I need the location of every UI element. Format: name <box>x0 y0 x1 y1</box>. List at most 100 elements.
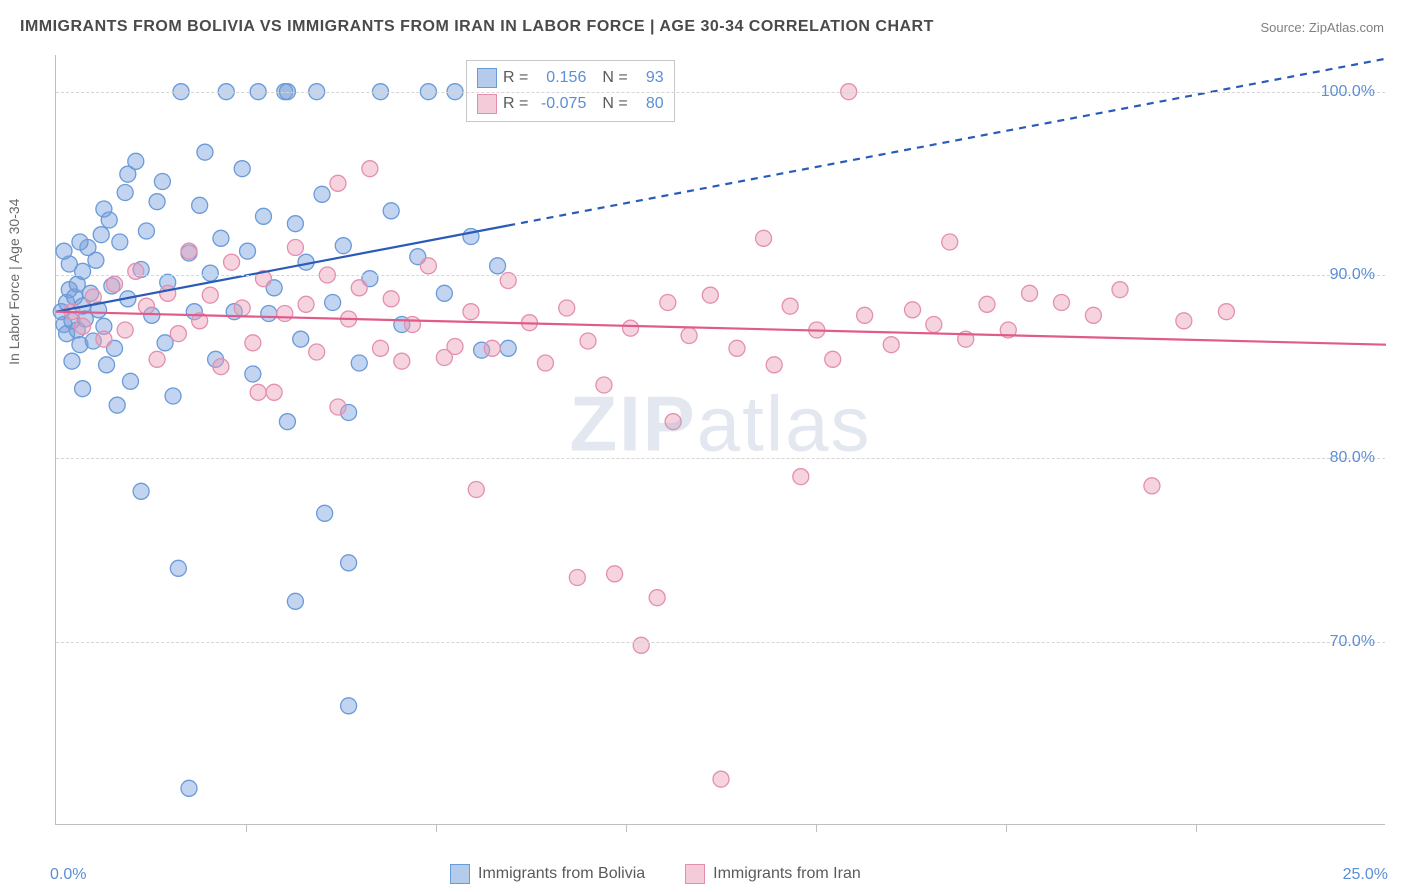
legend-swatch <box>477 68 497 88</box>
data-point <box>122 373 138 389</box>
y-tick-label: 70.0% <box>1330 633 1375 651</box>
data-point <box>88 252 104 268</box>
data-point <box>224 254 240 270</box>
data-point <box>665 414 681 430</box>
data-point <box>117 185 133 201</box>
data-point <box>325 295 341 311</box>
data-point <box>202 287 218 303</box>
data-point <box>245 366 261 382</box>
data-point <box>729 340 745 356</box>
data-point <box>825 351 841 367</box>
legend-item: Immigrants from Iran <box>685 864 861 884</box>
n-label: N = <box>602 95 627 113</box>
data-point <box>309 344 325 360</box>
data-point <box>250 384 266 400</box>
x-minor-tick <box>1196 824 1197 832</box>
r-value: -0.075 <box>534 95 586 113</box>
data-point <box>782 298 798 314</box>
legend-swatch <box>685 864 705 884</box>
data-point <box>93 227 109 243</box>
data-point <box>293 331 309 347</box>
legend-row: R = 0.156 N = 93 <box>477 65 664 91</box>
data-point <box>96 331 112 347</box>
data-point <box>383 203 399 219</box>
data-point <box>330 399 346 415</box>
data-point <box>181 243 197 259</box>
data-point <box>234 161 250 177</box>
data-point <box>596 377 612 393</box>
gridline-horizontal <box>56 458 1385 459</box>
data-point <box>255 208 271 224</box>
data-point <box>905 302 921 318</box>
data-point <box>107 276 123 292</box>
data-point <box>793 469 809 485</box>
chart-title: IMMIGRANTS FROM BOLIVIA VS IMMIGRANTS FR… <box>20 18 934 36</box>
x-minor-tick <box>1006 824 1007 832</box>
data-point <box>213 230 229 246</box>
r-label: R = <box>503 69 528 87</box>
data-point <box>202 265 218 281</box>
n-value: 93 <box>634 69 664 87</box>
data-point <box>245 335 261 351</box>
r-value: 0.156 <box>534 69 586 87</box>
data-point <box>1022 285 1038 301</box>
data-point <box>287 216 303 232</box>
data-point <box>420 258 436 274</box>
data-point <box>394 353 410 369</box>
data-point <box>351 280 367 296</box>
x-tick-min: 0.0% <box>50 866 86 884</box>
data-point <box>330 175 346 191</box>
data-point <box>197 144 213 160</box>
y-tick-label: 100.0% <box>1321 83 1375 101</box>
n-label: N = <box>602 69 627 87</box>
data-point <box>979 296 995 312</box>
y-axis-label: In Labor Force | Age 30-34 <box>6 199 22 365</box>
data-point <box>99 357 115 373</box>
data-point <box>138 223 154 239</box>
data-point <box>317 505 333 521</box>
data-point <box>1053 295 1069 311</box>
x-minor-tick <box>436 824 437 832</box>
data-point <box>607 566 623 582</box>
data-point <box>149 351 165 367</box>
data-point <box>154 174 170 190</box>
source-label: Source: ZipAtlas.com <box>1260 20 1384 35</box>
data-point <box>1085 307 1101 323</box>
data-point <box>857 307 873 323</box>
data-point <box>623 320 639 336</box>
data-point <box>341 555 357 571</box>
data-point <box>463 304 479 320</box>
plot-area: ZIPatlas R =0.156N =93R =-0.075N =80 70.… <box>55 55 1385 825</box>
data-point <box>170 560 186 576</box>
series-legend: Immigrants from Bolivia Immigrants from I… <box>450 864 861 884</box>
data-point <box>351 355 367 371</box>
data-point <box>72 234 88 250</box>
data-point <box>75 381 91 397</box>
data-point <box>287 240 303 256</box>
data-point <box>660 295 676 311</box>
y-tick-label: 90.0% <box>1330 266 1375 284</box>
data-point <box>138 298 154 314</box>
data-point <box>484 340 500 356</box>
data-point <box>1176 313 1192 329</box>
data-point <box>64 353 80 369</box>
legend-item: Immigrants from Bolivia <box>450 864 645 884</box>
n-value: 80 <box>634 95 664 113</box>
data-point <box>756 230 772 246</box>
data-point <box>160 285 176 301</box>
data-point <box>500 340 516 356</box>
data-point <box>56 243 72 259</box>
data-point <box>213 359 229 375</box>
x-minor-tick <box>246 824 247 832</box>
data-point <box>1112 282 1128 298</box>
data-point <box>128 263 144 279</box>
data-point <box>1144 478 1160 494</box>
data-point <box>681 328 697 344</box>
data-point <box>883 337 899 353</box>
data-point <box>170 326 186 342</box>
data-point <box>120 166 136 182</box>
data-point <box>234 300 250 316</box>
data-point <box>287 593 303 609</box>
data-point <box>165 388 181 404</box>
data-point <box>109 397 125 413</box>
